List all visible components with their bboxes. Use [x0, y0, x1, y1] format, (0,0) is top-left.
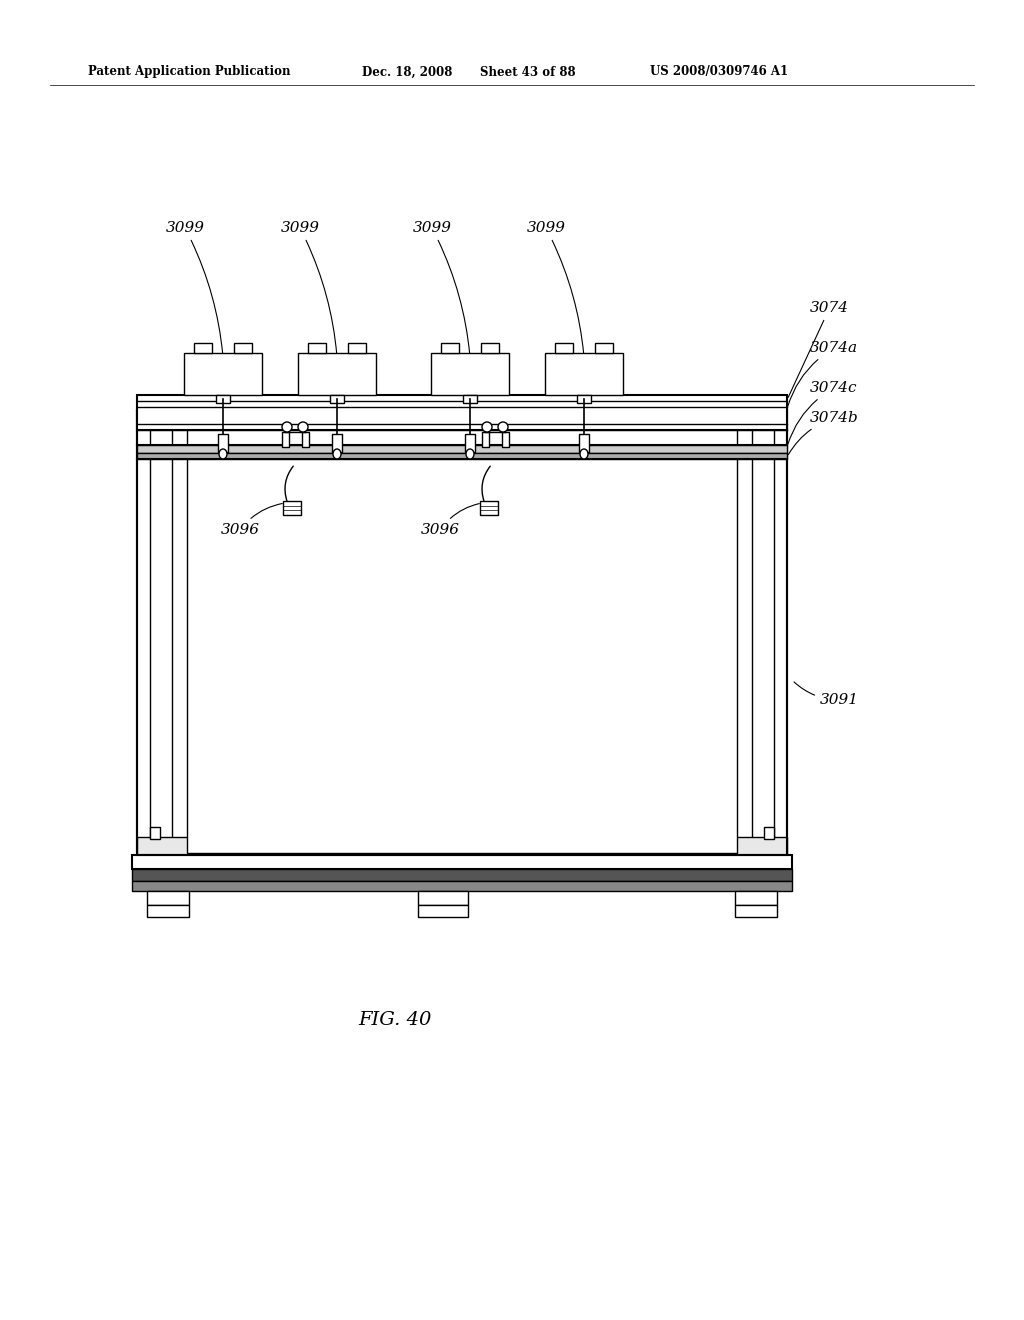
Bar: [752, 414, 774, 850]
Bar: [137, 453, 787, 459]
Text: 3074a: 3074a: [787, 341, 858, 407]
Text: 3099: 3099: [166, 220, 223, 354]
Circle shape: [482, 422, 492, 432]
Bar: [216, 395, 230, 403]
Bar: [298, 352, 376, 395]
Text: Patent Application Publication: Patent Application Publication: [88, 66, 291, 78]
Text: Dec. 18, 2008: Dec. 18, 2008: [362, 66, 453, 78]
Text: 3099: 3099: [281, 220, 337, 354]
Ellipse shape: [219, 449, 227, 459]
Circle shape: [498, 422, 508, 432]
Bar: [282, 432, 289, 447]
Bar: [283, 502, 301, 515]
Bar: [137, 837, 189, 857]
Bar: [150, 828, 160, 840]
Bar: [555, 343, 573, 352]
Bar: [502, 432, 509, 447]
Ellipse shape: [333, 449, 341, 459]
Bar: [735, 906, 777, 917]
Bar: [137, 395, 787, 430]
Bar: [545, 352, 623, 395]
Text: 3096: 3096: [421, 503, 479, 537]
Bar: [441, 343, 459, 352]
Bar: [418, 891, 468, 906]
Bar: [308, 343, 326, 352]
Bar: [234, 343, 252, 352]
Text: 3074b: 3074b: [788, 411, 859, 454]
Bar: [184, 352, 262, 395]
Circle shape: [282, 422, 292, 432]
Bar: [137, 411, 787, 855]
Bar: [187, 412, 737, 853]
Bar: [132, 869, 792, 880]
Bar: [431, 352, 509, 395]
Bar: [418, 906, 468, 917]
Bar: [348, 343, 366, 352]
Bar: [132, 880, 792, 891]
Bar: [481, 343, 499, 352]
Ellipse shape: [580, 449, 588, 459]
Circle shape: [298, 422, 308, 432]
Bar: [194, 343, 212, 352]
Bar: [735, 891, 777, 906]
Text: 3091: 3091: [794, 682, 859, 708]
Bar: [132, 855, 792, 869]
Bar: [579, 434, 589, 451]
Bar: [147, 906, 189, 917]
Text: 3074c: 3074c: [787, 381, 857, 445]
Bar: [465, 434, 475, 451]
Bar: [482, 432, 489, 447]
Bar: [332, 434, 342, 451]
Bar: [137, 411, 189, 855]
Bar: [577, 395, 591, 403]
Text: 3099: 3099: [413, 220, 470, 354]
Bar: [218, 434, 228, 451]
Bar: [735, 837, 787, 857]
Bar: [150, 414, 172, 850]
Bar: [147, 891, 189, 906]
Bar: [137, 445, 787, 453]
Bar: [330, 395, 344, 403]
Bar: [764, 828, 774, 840]
Text: FIG. 40: FIG. 40: [358, 1011, 432, 1030]
Text: 3074: 3074: [788, 301, 849, 397]
Bar: [735, 411, 787, 855]
Text: Sheet 43 of 88: Sheet 43 of 88: [480, 66, 575, 78]
Text: 3099: 3099: [526, 220, 584, 354]
Text: US 2008/0309746 A1: US 2008/0309746 A1: [650, 66, 788, 78]
Text: 3096: 3096: [220, 503, 283, 537]
Ellipse shape: [466, 449, 474, 459]
Bar: [302, 432, 309, 447]
Bar: [463, 395, 477, 403]
Bar: [595, 343, 613, 352]
Bar: [480, 502, 498, 515]
